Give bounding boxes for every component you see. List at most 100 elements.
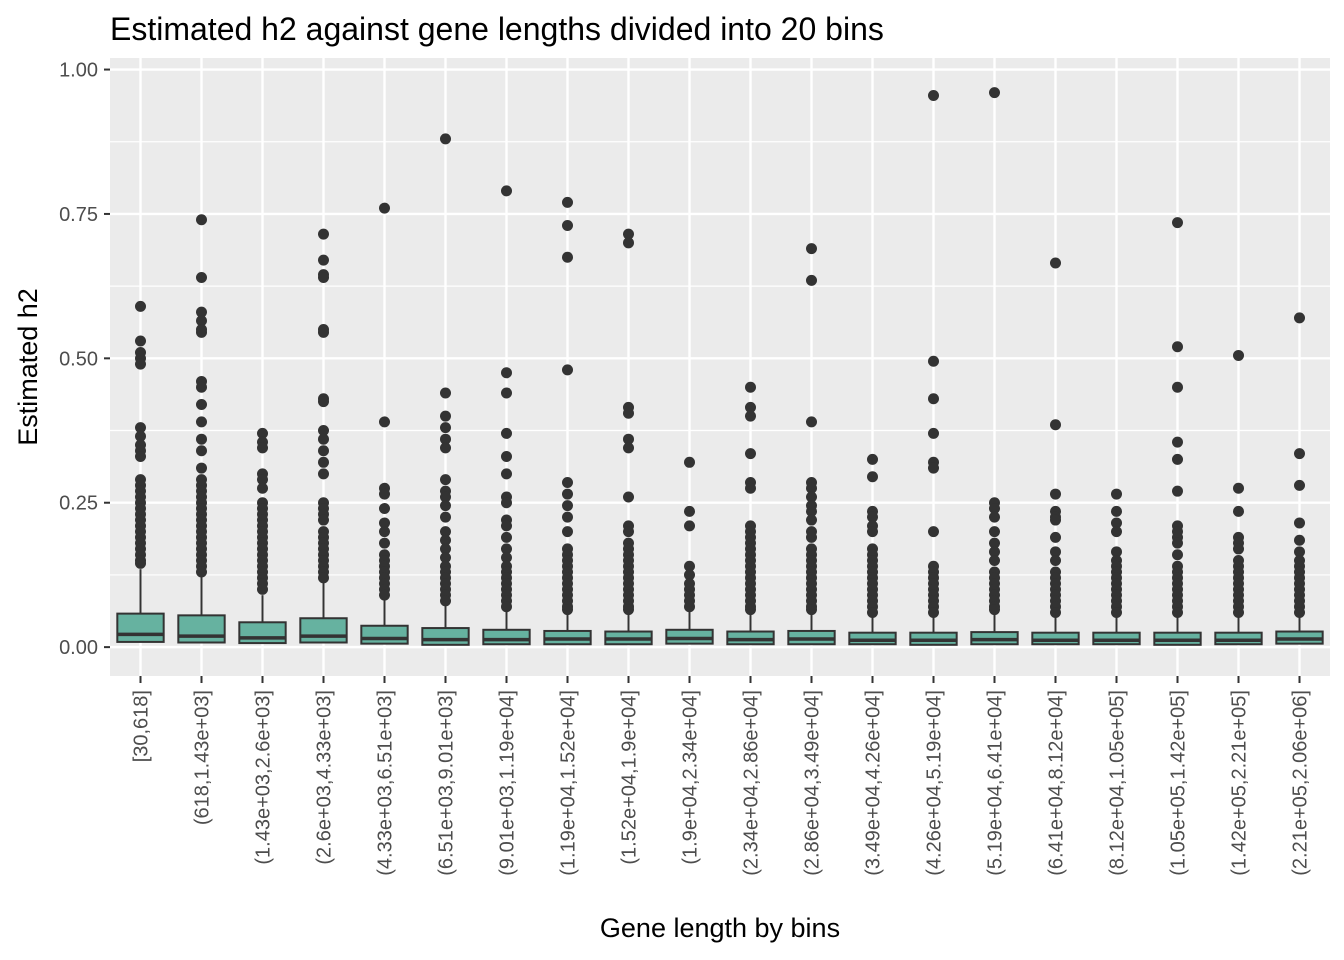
y-axis-title: Estimated h2 bbox=[13, 288, 43, 446]
outlier-point bbox=[867, 606, 878, 618]
y-tick-label: 0.75 bbox=[59, 204, 98, 226]
outlier-point bbox=[196, 416, 207, 428]
x-tick-label: (1.52e+04,1.9e+04] bbox=[619, 690, 641, 865]
outlier-point bbox=[318, 456, 329, 468]
outlier-point bbox=[135, 358, 146, 370]
outlier-point bbox=[1050, 554, 1061, 566]
outlier-point bbox=[196, 214, 207, 226]
box-7 bbox=[482, 185, 531, 646]
iqr-box bbox=[421, 627, 470, 646]
outlier-point bbox=[318, 445, 329, 457]
outlier-point bbox=[501, 427, 512, 439]
outlier-point bbox=[1111, 526, 1122, 538]
y-axis: 0.00 0.25 0.50 0.75 1.00 bbox=[59, 60, 110, 659]
outlier-point bbox=[501, 367, 512, 379]
x-tick-label: (6.41e+04,8.12e+04] bbox=[1046, 690, 1068, 876]
outlier-point bbox=[379, 526, 390, 538]
outlier-point bbox=[928, 393, 939, 405]
outlier-point bbox=[623, 433, 634, 445]
box-18 bbox=[1153, 217, 1202, 646]
outlier-point bbox=[1172, 606, 1183, 618]
outlier-point bbox=[318, 572, 329, 584]
outlier-point bbox=[196, 433, 207, 445]
outlier-point bbox=[379, 589, 390, 601]
outlier-point bbox=[1233, 606, 1244, 618]
outlier-point bbox=[196, 326, 207, 338]
outlier-point bbox=[440, 387, 451, 399]
outlier-point bbox=[562, 196, 573, 208]
outlier-point bbox=[379, 488, 390, 500]
iqr-box bbox=[482, 628, 531, 646]
outlier-point bbox=[684, 560, 695, 572]
outlier-point bbox=[440, 534, 451, 546]
x-tick-label: (1.19e+04,1.52e+04] bbox=[558, 690, 580, 876]
outlier-point bbox=[318, 254, 329, 266]
x-tick-label: (1.9e+04,2.34e+04] bbox=[680, 690, 702, 865]
outlier-point bbox=[501, 543, 512, 555]
box-14 bbox=[909, 90, 958, 646]
outlier-point bbox=[1050, 514, 1061, 526]
outlier-point bbox=[1294, 448, 1305, 460]
outlier-point bbox=[196, 271, 207, 283]
outlier-point bbox=[1172, 436, 1183, 448]
outlier-point bbox=[806, 274, 817, 286]
outlier-point bbox=[623, 491, 634, 503]
outlier-point bbox=[806, 531, 817, 543]
outlier-point bbox=[1233, 482, 1244, 494]
outlier-point bbox=[989, 546, 1000, 558]
outlier-point bbox=[623, 228, 634, 240]
outlier-point bbox=[806, 491, 817, 503]
outlier-point bbox=[1294, 534, 1305, 546]
x-axis-title: Gene length by bins bbox=[600, 913, 840, 943]
outlier-point bbox=[623, 237, 634, 249]
outlier-point bbox=[257, 482, 268, 494]
outlier-point bbox=[1172, 381, 1183, 393]
x-tick-label: (9.01e+03,1.19e+04] bbox=[497, 690, 519, 876]
outlier-point bbox=[318, 228, 329, 240]
outlier-point bbox=[867, 526, 878, 538]
outlier-point bbox=[318, 425, 329, 437]
outlier-point bbox=[1294, 606, 1305, 618]
box-3 bbox=[238, 427, 287, 645]
outlier-point bbox=[501, 601, 512, 613]
outlier-point bbox=[1294, 546, 1305, 558]
outlier-point bbox=[318, 468, 329, 480]
iqr-box bbox=[299, 617, 348, 644]
box-8 bbox=[543, 196, 592, 646]
x-tick-label: (4.26e+04,5.19e+04] bbox=[924, 690, 946, 876]
outlier-point bbox=[1233, 349, 1244, 361]
x-tick-label: (4.33e+03,6.51e+03] bbox=[375, 690, 397, 876]
outlier-point bbox=[1172, 485, 1183, 497]
outlier-point bbox=[867, 471, 878, 483]
outlier-point bbox=[379, 503, 390, 515]
outlier-point bbox=[1050, 488, 1061, 500]
outlier-point bbox=[501, 531, 512, 543]
box-19 bbox=[1214, 349, 1263, 646]
outlier-point bbox=[440, 422, 451, 434]
outlier-point bbox=[1172, 453, 1183, 465]
outlier-point bbox=[501, 387, 512, 399]
outlier-point bbox=[318, 326, 329, 338]
outlier-point bbox=[1233, 543, 1244, 555]
outlier-point bbox=[257, 474, 268, 486]
outlier-point bbox=[623, 442, 634, 454]
outlier-point bbox=[745, 410, 756, 422]
outlier-point bbox=[135, 557, 146, 569]
box-6 bbox=[421, 133, 470, 646]
outlier-point bbox=[1172, 217, 1183, 229]
outlier-point bbox=[1050, 546, 1061, 558]
outlier-point bbox=[745, 381, 756, 393]
outlier-point bbox=[684, 505, 695, 517]
outlier-point bbox=[989, 503, 1000, 515]
outlier-point bbox=[1050, 257, 1061, 269]
outlier-point bbox=[562, 526, 573, 538]
outlier-point bbox=[1111, 488, 1122, 500]
outlier-point bbox=[623, 604, 634, 616]
outlier-point bbox=[928, 355, 939, 367]
outlier-point bbox=[135, 300, 146, 312]
x-tick-label: (2.34e+04,2.86e+04] bbox=[741, 690, 763, 876]
outlier-point bbox=[989, 87, 1000, 99]
y-tick-label: 0.00 bbox=[59, 637, 98, 659]
outlier-point bbox=[440, 410, 451, 422]
